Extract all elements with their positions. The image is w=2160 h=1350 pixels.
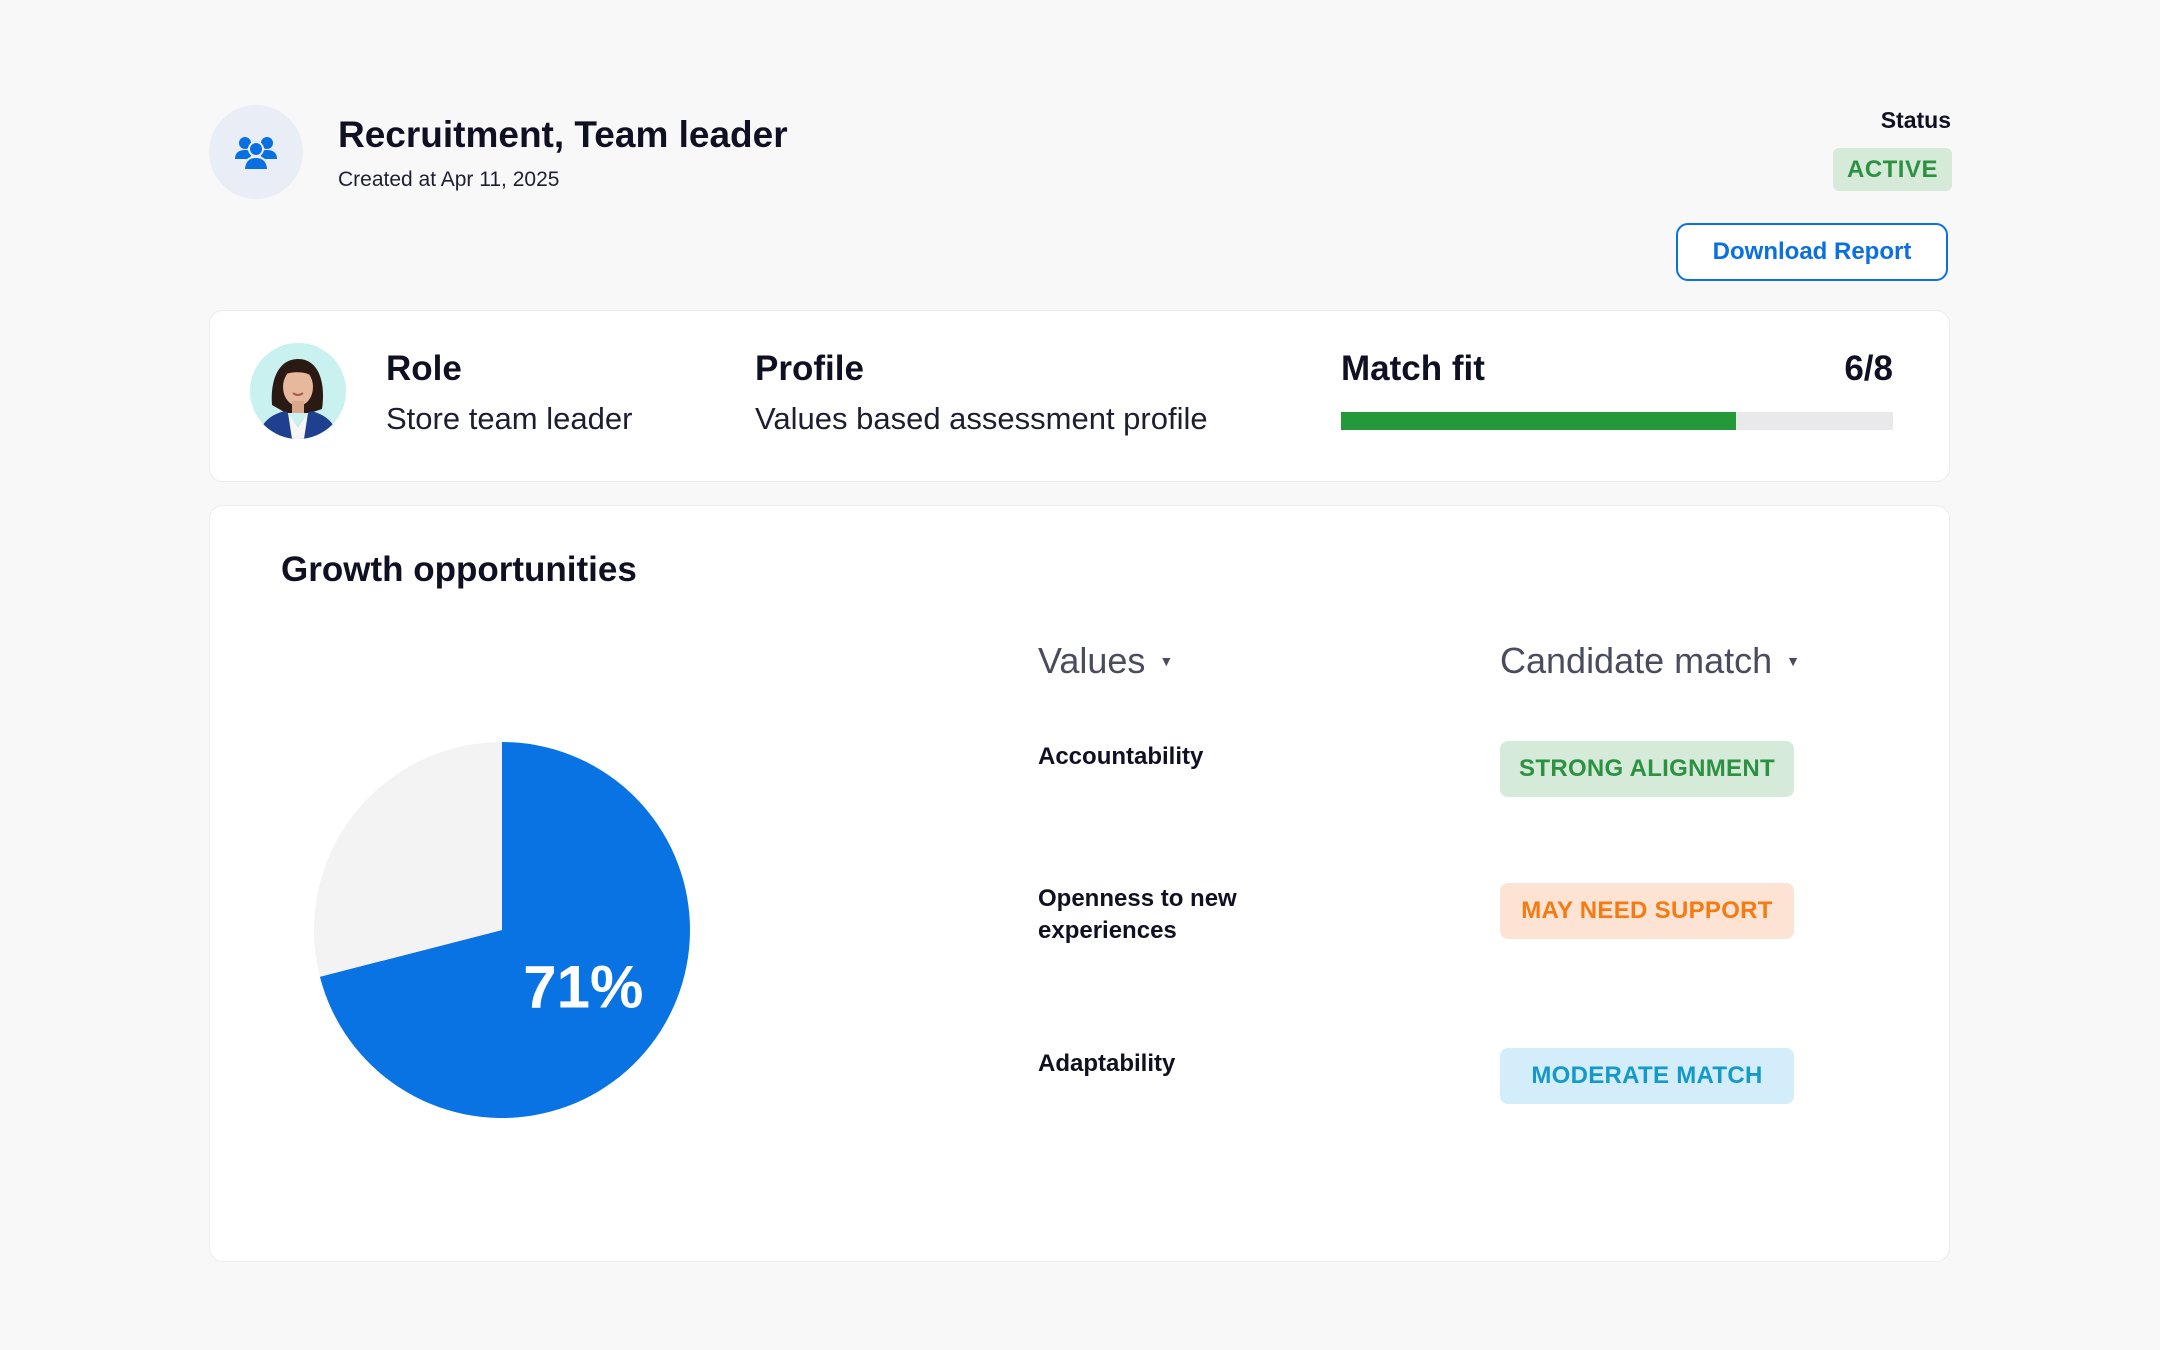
value-openness: Openness to new experiences <box>1038 885 1237 944</box>
sort-caret-icon: ▼ <box>1786 653 1801 669</box>
status-label: Status <box>1880 107 1951 133</box>
match-fit-progress-fill <box>1341 412 1736 430</box>
pie-slice-1 <box>314 742 502 977</box>
download-report-button[interactable]: Download Report <box>1676 223 1948 281</box>
growth-section-title: Growth opportunities <box>281 550 637 589</box>
status-badge: ACTIVE <box>1832 148 1952 191</box>
value-adaptability: Adaptability <box>1038 1050 1176 1077</box>
candidate-match-column-header[interactable]: Candidate match ▼ <box>1500 640 1800 682</box>
candidate-match-header-label: Candidate match <box>1500 640 1773 681</box>
growth-pie-chart: 71% <box>314 742 690 1118</box>
created-date: Created at Apr 11, 2025 <box>338 168 560 191</box>
group-icon <box>235 137 277 171</box>
candidate-summary-card <box>209 310 1950 482</box>
match-fit-progress <box>1341 412 1893 430</box>
page-title: Recruitment, Team leader <box>338 114 788 155</box>
match-fit-label: Match fit <box>1341 349 1485 388</box>
match-tag-strong-alignment: STRONG ALIGNMENT <box>1500 741 1794 797</box>
pie-slice-0 <box>319 742 690 1118</box>
match-tag-may-need-support: MAY NEED SUPPORT <box>1500 883 1794 939</box>
values-header-label: Values <box>1038 640 1146 681</box>
value-accountability: Accountability <box>1038 743 1204 770</box>
role-label: Role <box>386 349 462 388</box>
profile-label: Profile <box>755 349 864 388</box>
pie-percent-label: 71% <box>523 953 643 1020</box>
sort-caret-icon: ▼ <box>1159 653 1174 669</box>
candidate-avatar <box>250 343 346 439</box>
team-avatar <box>209 105 303 199</box>
profile-value: Values based assessment profile <box>755 401 1208 436</box>
match-tag-moderate-match: MODERATE MATCH <box>1500 1048 1794 1104</box>
values-column-header[interactable]: Values ▼ <box>1038 640 1173 682</box>
match-fit-score: 6/8 <box>1844 349 1893 388</box>
role-value: Store team leader <box>386 401 633 436</box>
